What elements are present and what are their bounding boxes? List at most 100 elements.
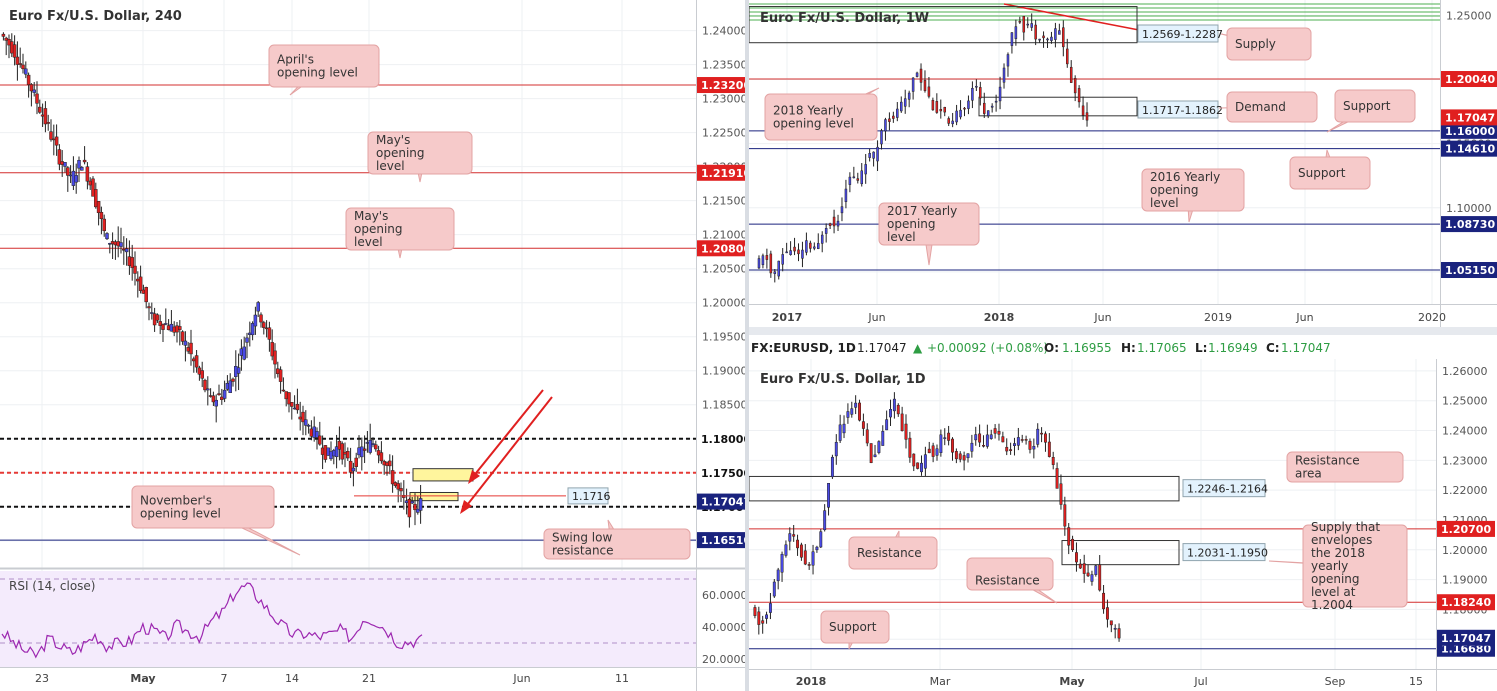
h4-candle (74, 163, 78, 194)
h4-candle (374, 440, 378, 452)
h4-candle (38, 99, 42, 114)
daily-y-tick-label: 1.24000 (1442, 425, 1488, 438)
h4-candle (32, 82, 36, 97)
daily-zone-label: 1.2031-1.1950 (1182, 543, 1268, 562)
h4-candle (267, 321, 272, 352)
weekly-candle (986, 110, 990, 119)
weekly-candle (943, 106, 946, 117)
weekly-candle (761, 253, 765, 269)
h4-candle (360, 437, 364, 471)
daily-candle (803, 544, 807, 566)
h4-candle (206, 376, 210, 406)
weekly-candle (1085, 102, 1089, 127)
weekly-candle (828, 222, 832, 230)
h4-level-price-tag: 1.16510 (697, 532, 745, 549)
callout-daily-resistance-1: Resistance (848, 530, 938, 570)
h4-chart-panel[interactable]: 1.1716 April's opening level May's opening le… (0, 0, 745, 691)
daily-candle (846, 403, 850, 424)
svg-text:1.17500: 1.17500 (701, 467, 745, 480)
h4-candle (178, 320, 182, 346)
h4-candle (82, 146, 87, 165)
up-triangle-icon: ▲ (913, 341, 923, 355)
h4-x-tick-label: 7 (221, 672, 228, 685)
h4-level-price-tag: 1.20800 (697, 240, 745, 257)
h4-y-tick-label: 1.23000 (702, 93, 745, 106)
daily-candle (1086, 564, 1090, 578)
weekly-current-price-tag: 1.17047 (1441, 109, 1497, 126)
weekly-candle (876, 140, 879, 172)
h4-candle (390, 455, 395, 493)
daily-candle (985, 424, 989, 449)
daily-candle (869, 443, 873, 464)
weekly-level-price-tag: 1.14610 (1441, 140, 1497, 157)
weekly-candle (923, 70, 927, 93)
weekly-level-price-tag: 1.05150 (1441, 262, 1497, 279)
weekly-candle (781, 248, 784, 272)
daily-candle (885, 410, 889, 431)
svg-text:level at: level at (1311, 585, 1356, 599)
symbol-label: FX:EURUSD, 1D (751, 341, 856, 355)
daily-candle (912, 453, 916, 472)
daily-candle (1051, 451, 1055, 470)
daily-candle (772, 579, 776, 598)
daily-candle (993, 424, 997, 439)
weekly-candle (860, 163, 863, 187)
h4-candle (158, 314, 162, 335)
weekly-chart[interactable]: 1.2569-1.2287 1.1717-1.1862 Supply Demand S… (749, 0, 1497, 327)
weekly-candle (935, 93, 939, 114)
h4-candle (77, 156, 81, 183)
svg-text:1.18000: 1.18000 (701, 433, 745, 446)
low-label: L: (1195, 341, 1207, 355)
h4-candle (180, 330, 185, 345)
weekly-x-tick-label: 2017 (772, 311, 803, 324)
weekly-candle (884, 117, 887, 141)
high-value: 1.17065 (1137, 341, 1187, 355)
weekly-chart-panel[interactable]: 1.2569-1.2287 1.1717-1.1862 Supply Demand S… (749, 0, 1497, 327)
svg-text:opening level: opening level (277, 66, 358, 80)
daily-zone-box (1061, 540, 1180, 566)
h4-candle (410, 496, 414, 505)
daily-x-tick-label: 2018 (796, 675, 827, 688)
svg-text:opening: opening (887, 217, 936, 231)
h4-y-tick-label: 1.19000 (702, 365, 745, 378)
weekly-candle (903, 89, 907, 114)
weekly-candle (820, 231, 824, 253)
daily-candle (978, 424, 982, 448)
h4-zone-box (412, 468, 474, 482)
h4-y-tick-label: 1.20500 (702, 263, 745, 276)
weekly-candle (773, 269, 777, 283)
svg-text:1.1717-1.1862: 1.1717-1.1862 (1142, 104, 1223, 117)
h4-candle (18, 47, 22, 68)
h4-candle (21, 53, 25, 74)
weekly-y-tick-label: 1.25000 (1446, 9, 1492, 22)
h4-candle (371, 437, 375, 448)
daily-x-tick-label: Mar (930, 675, 951, 688)
weekly-candle (1069, 60, 1073, 83)
daily-candle (865, 423, 869, 447)
callout-weekly-support-1: Support (1326, 89, 1416, 133)
h4-candle (124, 238, 129, 266)
weekly-candle (852, 166, 856, 179)
daily-chart-panel[interactable]: 1.2246-1.2164 1.2031-1.1950 Resistance are… (749, 335, 1497, 691)
h4-level-price-tag: 1.23200 (697, 77, 745, 94)
weekly-candle (817, 233, 820, 250)
h4-candle (295, 388, 300, 414)
daily-candle (931, 442, 935, 463)
svg-text:1.21910: 1.21910 (701, 167, 745, 180)
rsi-y-tick-label: 60.0000 (702, 589, 745, 602)
svg-text:1.05150: 1.05150 (1445, 264, 1495, 277)
h4-candle (80, 165, 84, 171)
h4-candle (222, 380, 227, 403)
h4-y-tick-label: 1.19500 (702, 331, 745, 344)
weekly-candle (939, 99, 943, 119)
daily-candle (1028, 438, 1032, 454)
h4-candle (379, 441, 384, 464)
h4-y-tick-label: 1.22500 (702, 127, 745, 140)
weekly-candle (967, 95, 970, 115)
h4-candle (418, 484, 423, 524)
weekly-candle (840, 197, 844, 222)
